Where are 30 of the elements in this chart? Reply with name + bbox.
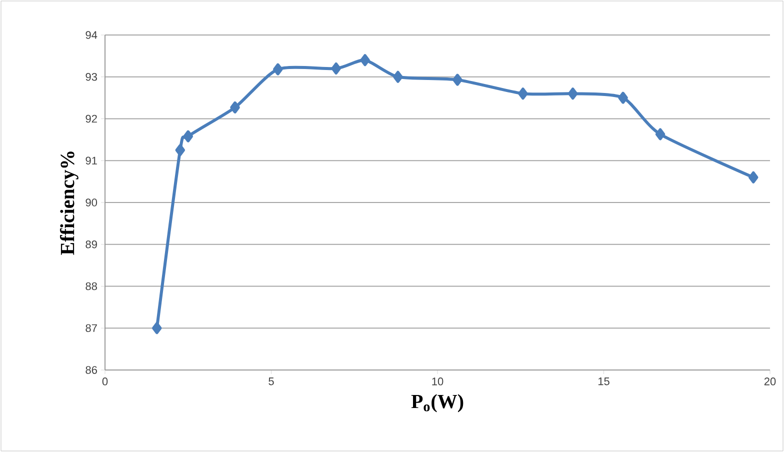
point bbox=[183, 130, 194, 142]
point bbox=[518, 88, 528, 100]
y-tick-label: 94 bbox=[86, 31, 98, 39]
point bbox=[230, 101, 240, 114]
point bbox=[748, 171, 758, 184]
point bbox=[152, 322, 162, 334]
y-tick-label: 89 bbox=[86, 240, 97, 248]
x-tick-label: 20 bbox=[764, 378, 776, 386]
x-axis-title: P$_{o}$(W) bbox=[411, 394, 464, 412]
point bbox=[655, 128, 666, 140]
point bbox=[452, 74, 462, 86]
point bbox=[175, 144, 186, 156]
x-tick-label: 10 bbox=[432, 378, 444, 386]
y-tick-label: 88 bbox=[86, 282, 97, 290]
y-tick-label: 86 bbox=[86, 366, 97, 374]
point bbox=[360, 54, 370, 66]
y-tick-label: 91 bbox=[86, 156, 97, 165]
point bbox=[393, 70, 403, 83]
y-tick-label: 92 bbox=[86, 114, 97, 123]
y-tick-label: 87 bbox=[86, 324, 97, 332]
y-tick-label: 90 bbox=[86, 198, 98, 206]
x-tick-label: 0 bbox=[102, 378, 108, 386]
point bbox=[273, 63, 283, 76]
x-tick-label: 15 bbox=[598, 378, 610, 386]
x-tick-label: 5 bbox=[268, 378, 274, 386]
y-axis-title: Efficiency% bbox=[60, 152, 78, 255]
point bbox=[618, 92, 628, 104]
point bbox=[568, 88, 578, 100]
point bbox=[331, 62, 341, 74]
y-tick-label: 93 bbox=[86, 72, 97, 81]
